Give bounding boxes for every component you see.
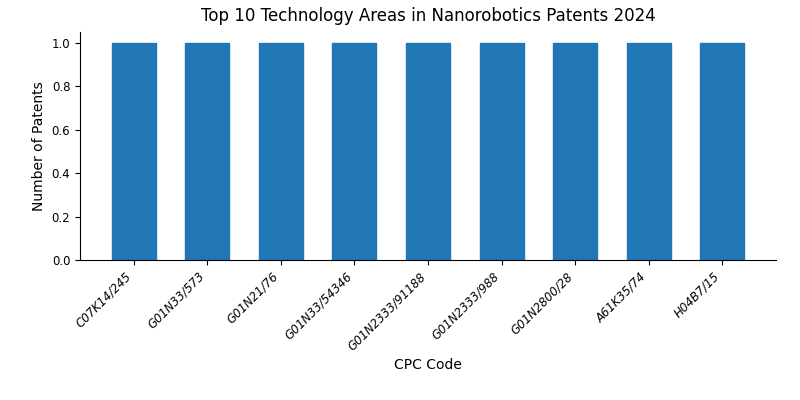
- Bar: [553, 43, 598, 260]
- Bar: [112, 43, 156, 260]
- Bar: [479, 43, 524, 260]
- X-axis label: CPC Code: CPC Code: [394, 358, 462, 372]
- Title: Top 10 Technology Areas in Nanorobotics Patents 2024: Top 10 Technology Areas in Nanorobotics …: [201, 7, 655, 25]
- Bar: [700, 43, 744, 260]
- Y-axis label: Number of Patents: Number of Patents: [32, 81, 46, 211]
- Bar: [258, 43, 303, 260]
- Bar: [186, 43, 230, 260]
- Bar: [332, 43, 377, 260]
- Bar: [626, 43, 670, 260]
- Bar: [406, 43, 450, 260]
